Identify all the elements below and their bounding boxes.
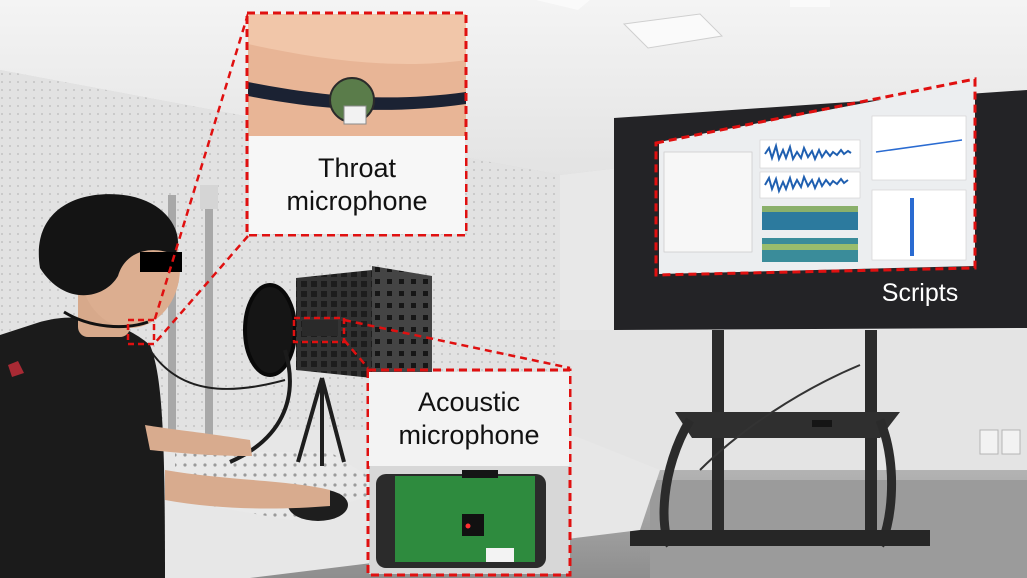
person-hair [38,194,179,296]
acoustic-callout-frame [366,368,572,577]
back-wall-lower [560,330,1027,470]
monitor-screen-content [663,115,967,262]
acoustic-mic-plug [486,548,514,562]
throat-callout-line-top [152,13,250,323]
ceiling-light-3 [790,0,830,7]
isolation-shield-side [372,266,432,380]
tv-stand-shelf [675,412,900,438]
remote-control [812,420,832,427]
acoustic-mic-marker [292,316,346,344]
acoustic-callout-line-top [343,318,571,370]
person-hand [165,470,330,509]
throat-mic-stand-left [168,195,176,450]
cable-1 [149,349,286,390]
person-shirt [0,317,165,578]
scripts-label: Scripts [881,278,959,307]
neck-skin-highlight [248,14,466,65]
throat-mic-strap [63,310,149,329]
acoustic-callout-line-bottom [343,339,369,369]
scripts-callout-frame [654,77,977,277]
ceiling-light-2 [536,0,590,10]
throat-callout-frame [245,11,468,237]
ceiling-light-1 [622,13,724,49]
wall-outlet [979,429,999,455]
acoustic-mic-mount [302,320,338,336]
acoustic-mic-led [465,523,471,529]
throat-mic-marker [126,318,156,346]
throat-mic-connector [343,105,367,125]
throat-microphone-label: Throat microphone [249,136,465,234]
tripod-leg-1 [296,377,324,463]
floor-mat [650,480,1027,578]
acoustic-mic-chip [462,514,484,536]
shirt-print [8,361,24,377]
throat-mic-band [248,82,466,110]
stand-clamp [200,185,218,209]
wall-outlet-2 [1001,429,1021,455]
acoustic-mic-header [462,470,498,478]
cable-2 [699,364,861,471]
tripod-leg-2 [320,377,346,463]
throat-mic-stand-right [205,195,213,455]
acoustic-microphone-label: Acoustic microphone [369,372,569,466]
face-censor-bar [140,252,182,272]
person-arm [145,425,252,456]
tv-stand-base [630,530,930,546]
